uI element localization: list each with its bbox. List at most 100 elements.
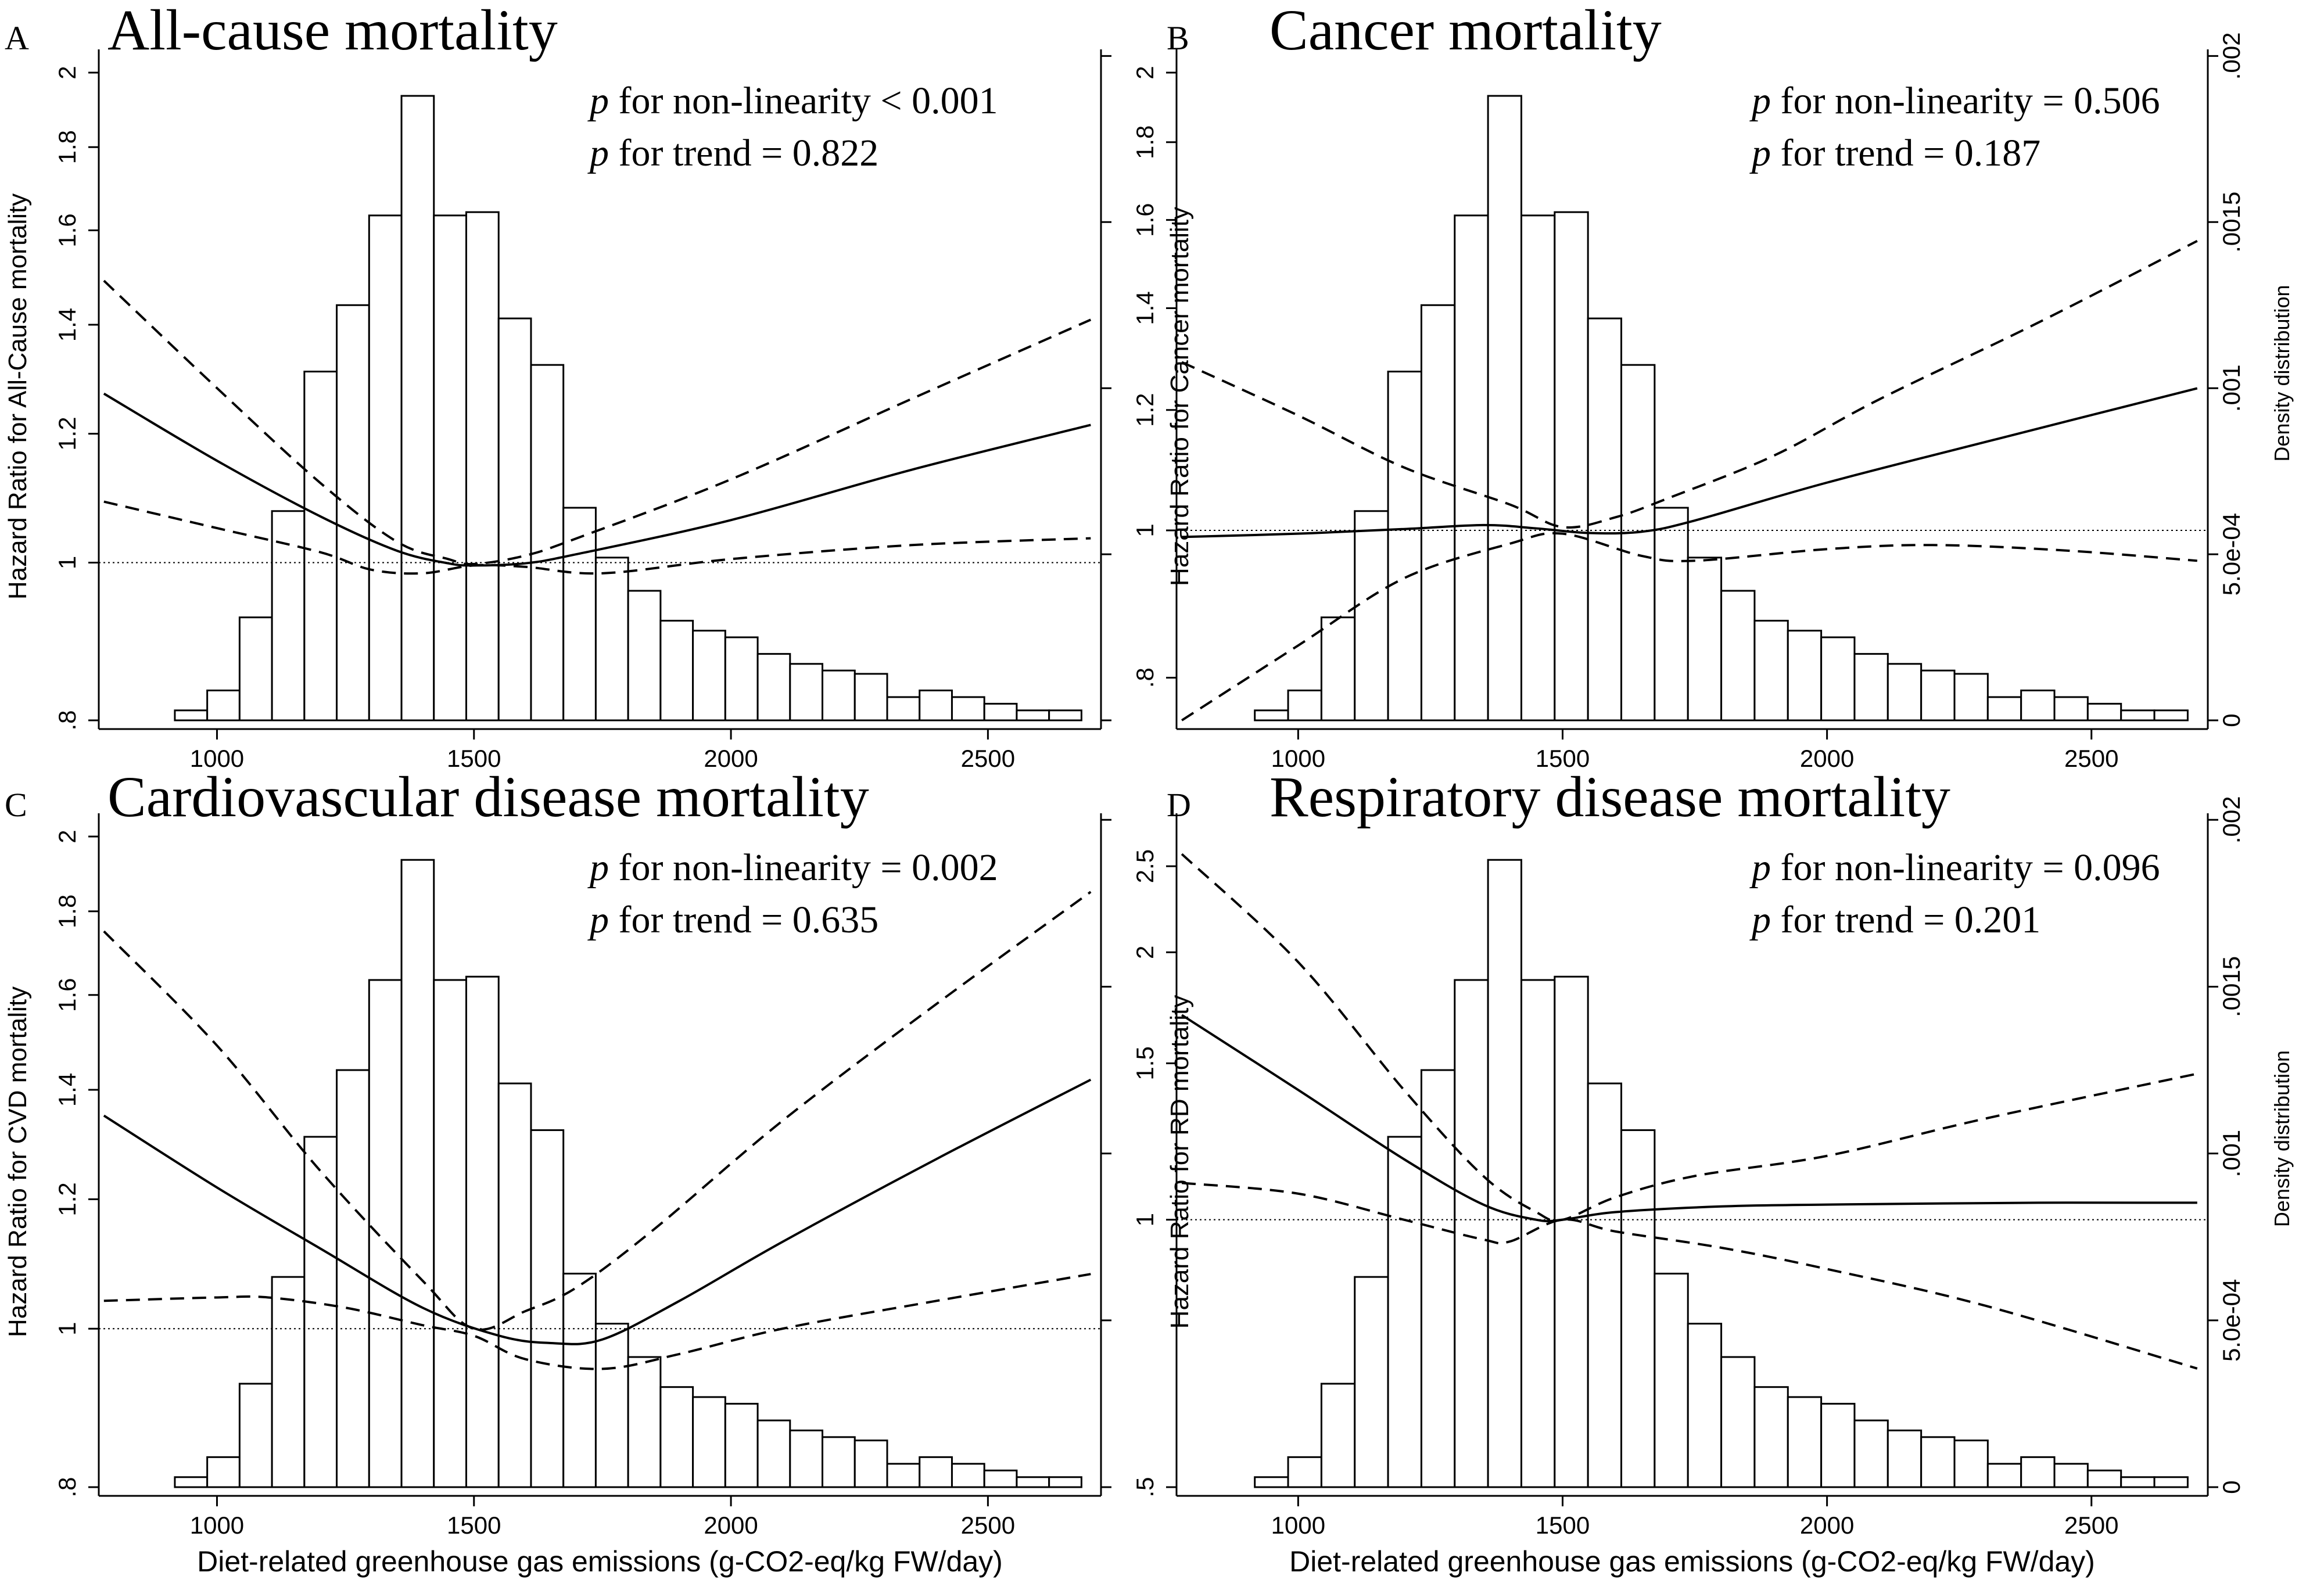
histogram-bar <box>659 1386 694 1488</box>
histogram-bar <box>2086 1469 2122 1488</box>
x-tick-label: 2500 <box>2064 745 2118 772</box>
y-tick-label: 1.4 <box>53 1073 81 1107</box>
histogram-bar <box>1254 709 1289 721</box>
histogram-bar <box>1853 1419 1889 1488</box>
annotation-nonlinearity-text: for non-linearity < 0.001 <box>609 80 998 122</box>
panel-title: Cardiovascular disease mortality <box>107 764 869 829</box>
histogram-bar <box>1016 709 1050 721</box>
hr-curve <box>103 1078 1092 1345</box>
histogram-bar <box>886 696 921 721</box>
annotation-nonlinearity-text: for non-linearity = 0.002 <box>609 846 998 889</box>
histogram-bar <box>497 317 532 721</box>
histogram-bar <box>2053 1463 2089 1488</box>
x-tick-label: 2000 <box>1800 745 1854 772</box>
histogram-bar <box>1554 975 1589 1488</box>
histogram-bar <box>271 1276 306 1488</box>
histogram-bar <box>1454 214 1489 721</box>
histogram-bar <box>756 1419 791 1488</box>
histogram-bar <box>2053 696 2089 721</box>
density-tick-label: 0 <box>2218 713 2245 727</box>
y-tick-label: .5 <box>1131 1477 1159 1497</box>
x-tick-label: 1500 <box>1536 1512 1590 1539</box>
histogram-bar <box>303 371 338 721</box>
y-tick-label: .8 <box>53 710 81 730</box>
histogram-bar <box>433 979 467 1488</box>
x-tick-label: 2000 <box>1800 1512 1854 1539</box>
annotation-nonlinearity: p for non-linearity = 0.506 <box>1749 80 2160 122</box>
y-tick-label: 1.5 <box>1131 1046 1159 1080</box>
histogram-bar <box>1554 211 1589 721</box>
histogram-bar <box>886 1463 921 1488</box>
annotation-trend-text: for trend = 0.201 <box>1771 899 2040 941</box>
histogram-bar <box>1920 669 1956 721</box>
panel-title: Respiratory disease mortality <box>1269 764 1950 829</box>
panel-a: A All-cause mortality .8 1 1.2 1.4 1.6 1.8 2 1000… <box>3 0 1111 772</box>
ci-curve <box>103 1273 1091 1370</box>
y-tick-label: 2 <box>53 830 81 843</box>
x-tick-label: 1000 <box>1271 745 1325 772</box>
histogram-bar <box>627 1356 662 1488</box>
y2-axis-label: Density distribution <box>2270 1050 2294 1227</box>
histogram-bar <box>2020 690 2056 721</box>
histogram-bar <box>2120 1476 2156 1488</box>
histogram-bar <box>2153 1476 2189 1488</box>
histogram-bar <box>756 653 791 721</box>
histogram-bar <box>400 859 435 1488</box>
annotation-p: p <box>1749 899 1771 941</box>
y-tick-label: 1.6 <box>1131 203 1159 236</box>
density-tick-label: .002 <box>2218 796 2245 843</box>
histogram-bar <box>368 979 403 1488</box>
histogram-bar <box>983 702 1018 721</box>
x-tick-label: 1500 <box>447 745 501 772</box>
histogram-bar <box>1687 1323 1723 1488</box>
x-tick-label: 1000 <box>190 745 244 772</box>
annotation-nonlinearity: p for non-linearity < 0.001 <box>587 80 998 122</box>
annotation-trend-text: for trend = 0.187 <box>1771 132 2040 174</box>
histogram-bar <box>2020 1456 2056 1488</box>
y-tick-label: 1.6 <box>53 213 81 247</box>
histogram-bar <box>1887 663 1923 721</box>
x-axis-label: Diet-related greenhouse gas emissions (g… <box>197 1545 1003 1578</box>
histogram-bar <box>1953 1440 1989 1488</box>
histogram-bar <box>238 1383 273 1488</box>
annotation-trend: p for trend = 0.635 <box>587 899 878 941</box>
annotation-trend: p for trend = 0.201 <box>1749 899 2040 941</box>
annotation-trend: p for trend = 0.822 <box>587 132 878 174</box>
histogram-bar <box>1920 1436 1956 1488</box>
y-axis-label: Hazard Ratio for Cancer mortality <box>1165 207 1194 586</box>
density-tick-label: 5.0e-04 <box>2218 1279 2245 1362</box>
histogram-bar <box>1354 510 1389 721</box>
y-tick-label: 1.2 <box>1131 393 1159 427</box>
histogram-bar <box>853 673 888 721</box>
panel-c: C Cardiovascular disease mortality .8 1 1.2 1… <box>3 764 1111 1578</box>
density-tick-label: .002 <box>2218 33 2245 80</box>
ci-curve <box>103 500 1091 575</box>
x-tick-label: 1500 <box>447 1512 501 1539</box>
y-tick-label: 2 <box>1131 946 1159 959</box>
histogram-bar <box>1354 1276 1389 1488</box>
histogram-bar <box>724 1402 759 1488</box>
y-tick-label: 1 <box>1131 523 1159 537</box>
histogram-bar <box>1487 859 1522 1488</box>
histogram-bar <box>206 1456 241 1488</box>
ci-curve <box>1181 853 2198 1222</box>
histogram-bar <box>789 1429 824 1488</box>
histogram-bar <box>1986 696 2022 721</box>
histogram-bar <box>692 630 726 721</box>
x-tick-label: 2000 <box>704 1512 758 1539</box>
histogram-bar <box>692 1396 726 1488</box>
annotation-p: p <box>1749 846 1771 889</box>
histogram-bar <box>951 1463 985 1488</box>
histogram-bar <box>822 669 856 721</box>
histogram-bar <box>1986 1463 2022 1488</box>
histogram-bar <box>1620 1129 1656 1488</box>
y-tick-label: 1.8 <box>1131 125 1159 159</box>
panel-title: All-cause mortality <box>107 0 558 62</box>
histogram-bar <box>530 1129 565 1488</box>
histogram-bar <box>174 1476 209 1488</box>
histogram-bar <box>2120 709 2156 721</box>
density-tick-label: .0015 <box>2218 192 2245 253</box>
histogram-bar <box>1048 1476 1082 1488</box>
annotation-nonlinearity-text: for non-linearity = 0.506 <box>1771 80 2160 122</box>
